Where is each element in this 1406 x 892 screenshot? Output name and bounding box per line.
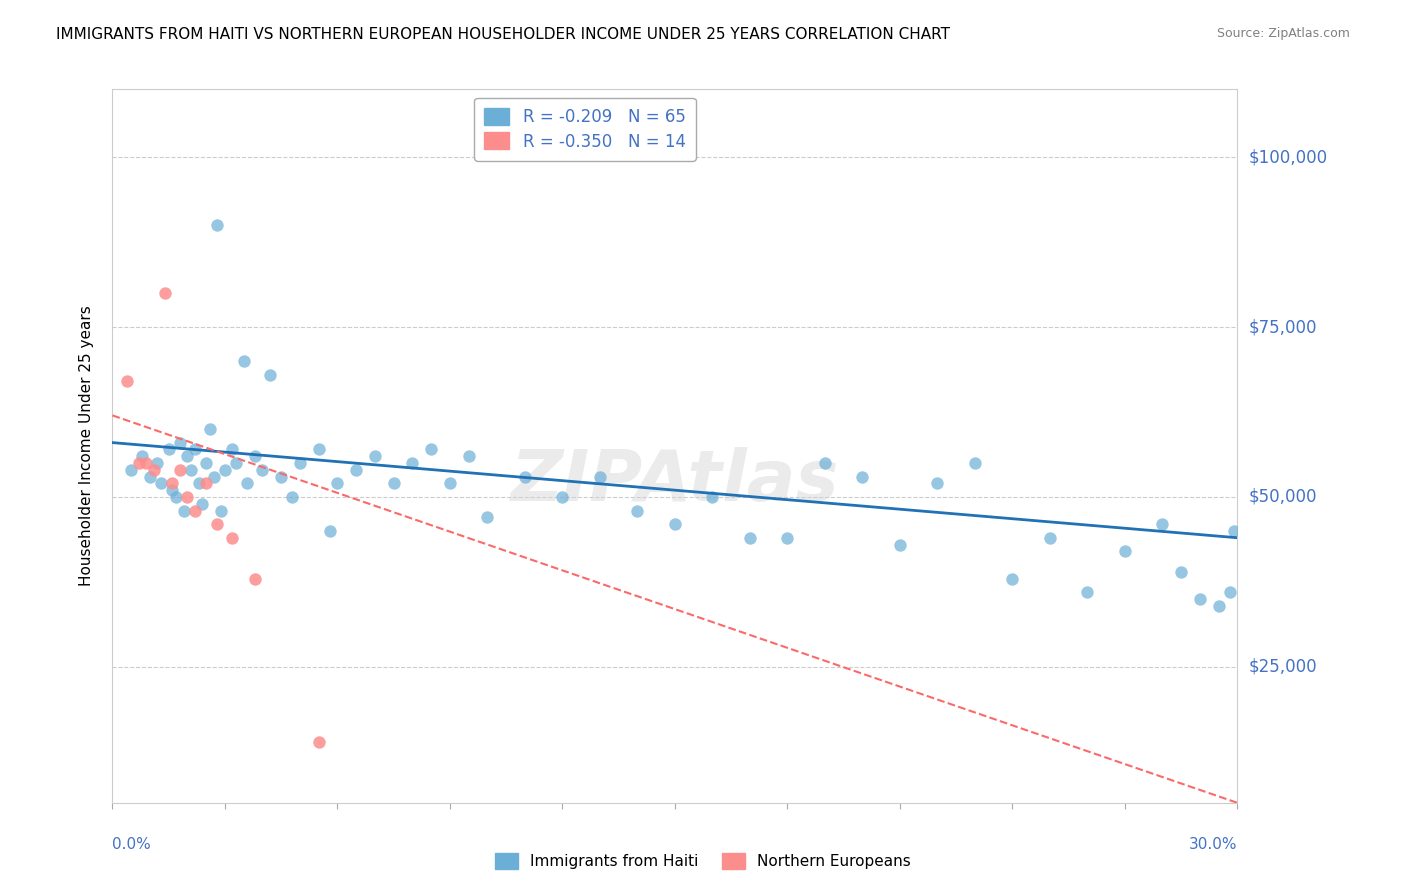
Point — [195, 456, 218, 470]
Point — [308, 442, 330, 457]
Point — [214, 463, 236, 477]
Point — [195, 476, 218, 491]
Text: $75,000: $75,000 — [1249, 318, 1317, 336]
Point — [202, 469, 225, 483]
Point — [270, 469, 292, 483]
Point — [1208, 599, 1230, 613]
Point — [439, 476, 461, 491]
Legend: Immigrants from Haiti, Northern Europeans: Immigrants from Haiti, Northern European… — [489, 847, 917, 875]
Point — [232, 354, 254, 368]
Legend: R = -0.209   N = 65, R = -0.350   N = 14: R = -0.209 N = 65, R = -0.350 N = 14 — [474, 97, 696, 161]
Point — [252, 463, 274, 477]
Point — [551, 490, 574, 504]
Point — [1076, 585, 1098, 599]
Text: IMMIGRANTS FROM HAITI VS NORTHERN EUROPEAN HOUSEHOLDER INCOME UNDER 25 YEARS COR: IMMIGRANTS FROM HAITI VS NORTHERN EUROPE… — [56, 27, 950, 42]
Point — [243, 572, 266, 586]
Point — [139, 469, 162, 483]
Point — [281, 490, 304, 504]
Point — [420, 442, 443, 457]
Text: $100,000: $100,000 — [1249, 148, 1327, 166]
Point — [162, 476, 184, 491]
Text: Source: ZipAtlas.com: Source: ZipAtlas.com — [1216, 27, 1350, 40]
Point — [243, 449, 266, 463]
Point — [184, 442, 207, 457]
Point — [1152, 517, 1174, 532]
Point — [382, 476, 405, 491]
Point — [344, 463, 367, 477]
Point — [162, 483, 184, 498]
Point — [157, 442, 180, 457]
Point — [776, 531, 799, 545]
Point — [176, 449, 198, 463]
Point — [401, 456, 423, 470]
Point — [1188, 591, 1211, 606]
Point — [184, 503, 207, 517]
Text: 30.0%: 30.0% — [1189, 837, 1237, 852]
Point — [664, 517, 686, 532]
Point — [221, 442, 243, 457]
Point — [146, 456, 169, 470]
Point — [135, 456, 157, 470]
Point — [319, 524, 342, 538]
Point — [142, 463, 165, 477]
Point — [131, 449, 153, 463]
Point — [207, 218, 229, 232]
Point — [963, 456, 986, 470]
Point — [153, 286, 176, 301]
Point — [738, 531, 761, 545]
Point — [169, 435, 191, 450]
Text: $25,000: $25,000 — [1249, 658, 1317, 676]
Point — [626, 503, 648, 517]
Point — [927, 476, 949, 491]
Point — [326, 476, 349, 491]
Point — [457, 449, 479, 463]
Point — [364, 449, 387, 463]
Point — [176, 490, 198, 504]
Point — [207, 517, 229, 532]
Point — [236, 476, 259, 491]
Point — [209, 503, 232, 517]
Point — [1222, 524, 1244, 538]
Y-axis label: Householder Income Under 25 years: Householder Income Under 25 years — [79, 306, 94, 586]
Point — [169, 463, 191, 477]
Point — [180, 463, 202, 477]
Point — [288, 456, 311, 470]
Point — [187, 476, 209, 491]
Point — [814, 456, 837, 470]
Text: 0.0%: 0.0% — [112, 837, 152, 852]
Point — [589, 469, 612, 483]
Point — [1170, 565, 1192, 579]
Point — [150, 476, 173, 491]
Point — [1219, 585, 1241, 599]
Point — [702, 490, 724, 504]
Point — [1114, 544, 1136, 558]
Text: ZIPAtlas: ZIPAtlas — [510, 447, 839, 516]
Point — [225, 456, 247, 470]
Point — [221, 531, 243, 545]
Point — [308, 734, 330, 748]
Point — [191, 497, 214, 511]
Point — [128, 456, 150, 470]
Point — [1039, 531, 1062, 545]
Point — [173, 503, 195, 517]
Point — [259, 368, 281, 382]
Point — [513, 469, 536, 483]
Point — [120, 463, 142, 477]
Text: $50,000: $50,000 — [1249, 488, 1317, 506]
Point — [889, 537, 911, 551]
Point — [198, 422, 221, 436]
Point — [1001, 572, 1024, 586]
Point — [117, 375, 139, 389]
Point — [477, 510, 499, 524]
Point — [851, 469, 873, 483]
Point — [165, 490, 187, 504]
